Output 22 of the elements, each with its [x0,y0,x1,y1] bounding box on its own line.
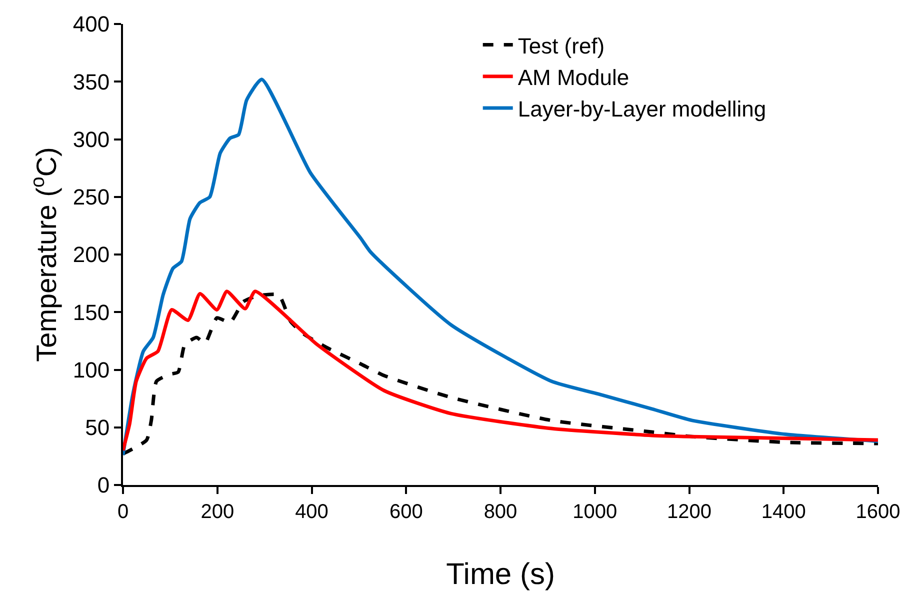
y-tick-label: 250 [72,184,110,210]
x-tick-label: 600 [389,501,423,523]
x-tick-label: 1000 [572,501,618,523]
legend-label: Test (ref) [518,33,605,58]
x-tick-label: 1400 [761,501,806,523]
legend-label: AM Module [518,64,630,90]
x-tick-label: 800 [484,501,518,523]
legend-label: Layer-by-Layer modelling [518,96,766,122]
x-tick-label: 0 [117,501,129,523]
y-tick-label: 200 [72,242,110,268]
y-tick-label: 350 [72,69,110,94]
x-tick-label: 200 [200,501,234,523]
y-tick-label: 150 [72,300,110,325]
y-tick-label: 400 [72,12,110,37]
x-tick-label: 1200 [667,501,712,523]
y-tick-label: 50 [85,415,110,440]
x-tick-label: 1600 [856,501,900,523]
y-tick-label: 100 [72,357,110,382]
y-tick-label: 0 [97,472,110,498]
x-axis-title: Time (s) [446,558,555,591]
y-tick-label: 300 [72,126,110,152]
x-tick-label: 400 [295,501,328,523]
